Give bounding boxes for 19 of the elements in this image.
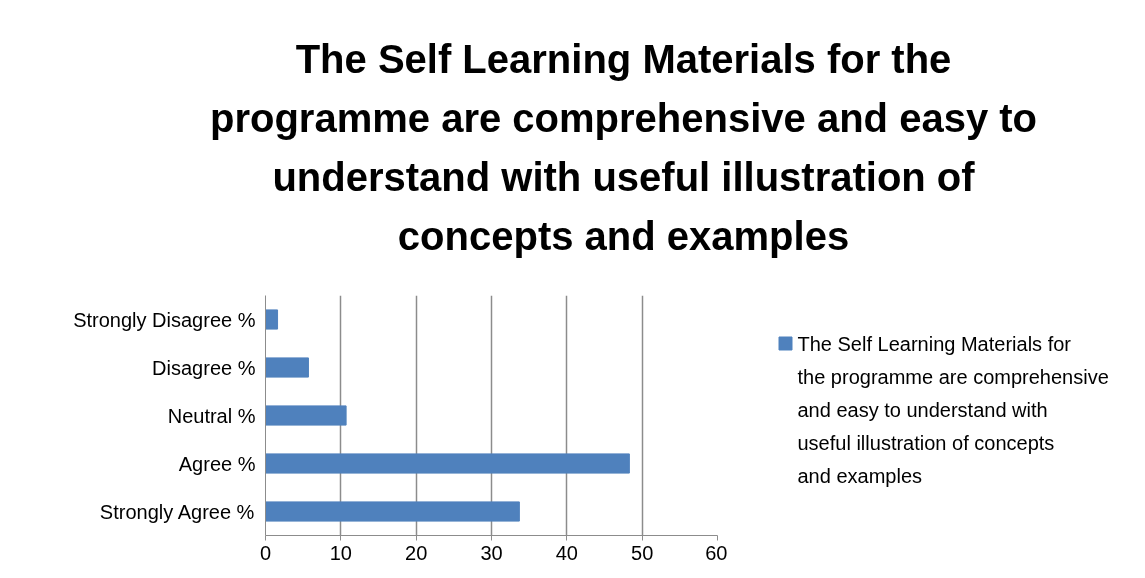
y-tick-label: Strongly Agree %: [99, 500, 255, 523]
x-tick-label: 40: [555, 541, 578, 564]
x-tick-label: 60: [705, 541, 728, 564]
legend-label: The Self Learning Materials for the programme are comprehensive and easy to understand with useful illustration of concepts and examples: [797, 332, 1109, 487]
x-tick-label: 30: [480, 541, 503, 564]
x-tick-label: 0: [259, 541, 272, 564]
chart-title: The Self Learning Materials for the programme are comprehensive and easy to understand with useful illustration of concepts and examples: [210, 36, 1037, 258]
bar: [265, 405, 347, 426]
y-tick-label: Disagree %: [152, 356, 256, 379]
bar: [265, 357, 309, 378]
x-tick-label: 20: [405, 541, 428, 564]
bar: [265, 501, 520, 522]
bar: [265, 453, 630, 474]
x-tick-label: 50: [631, 541, 654, 564]
y-tick-label: Agree %: [178, 452, 256, 475]
x-tick-label: 10: [329, 541, 352, 564]
y-tick-label: Strongly Disagree %: [73, 308, 256, 331]
bar: [265, 309, 279, 330]
y-tick-label: Neutral %: [167, 404, 256, 427]
